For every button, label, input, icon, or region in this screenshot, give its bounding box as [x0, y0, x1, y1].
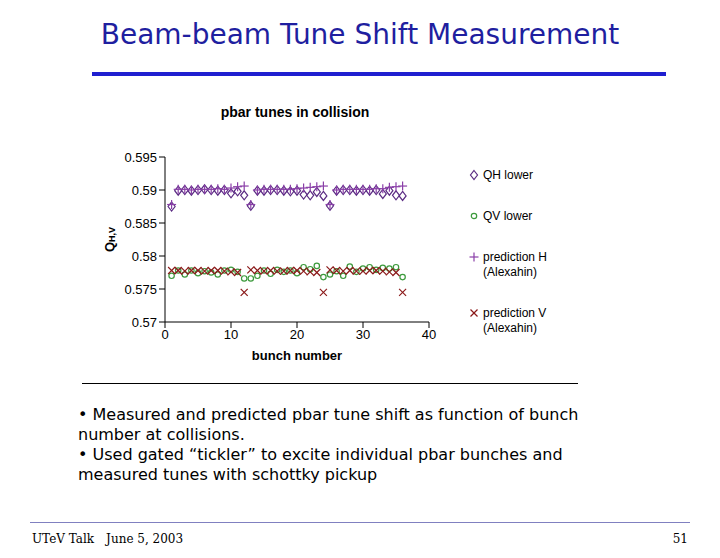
html-text:June 5, 2003: June 5, 2003	[106, 532, 184, 546]
html-text:prediction V (Alexahin): prediction V (Alexahin)	[483, 306, 547, 335]
svg-text:20: 20	[290, 327, 304, 342]
html-text:• Used gated “tickler” to exci: • Used gated “tickler” to excite individ…	[78, 445, 563, 484]
svg-text:30: 30	[356, 327, 370, 342]
html-text:Beam-beam Tune Shift Measureme: Beam-beam Tune Shift Measurement	[100, 18, 620, 51]
svg-text:10: 10	[224, 327, 238, 342]
html-text:prediction H (Alexahin): prediction H (Alexahin)	[483, 250, 547, 279]
svg-text:0.58: 0.58	[132, 249, 157, 264]
svg-text:0.575: 0.575	[124, 282, 157, 297]
html-text:pbar tunes in collision: pbar tunes in collision	[220, 104, 370, 120]
svg-text:0.585: 0.585	[124, 216, 157, 231]
html-text:QV lower: QV lower	[483, 209, 533, 223]
html-text:QH lower: QH lower	[483, 168, 533, 182]
html-text:51: 51	[672, 532, 688, 546]
svg-text:0: 0	[161, 327, 168, 342]
svg-text:0.595: 0.595	[124, 150, 157, 165]
svg-text:0.59: 0.59	[132, 183, 157, 198]
html-text:UTeV Talk: UTeV Talk	[32, 532, 95, 546]
svg-text:0.57: 0.57	[132, 315, 157, 330]
svg-text:QH,V: QH,V	[102, 227, 118, 252]
svg-text:40: 40	[422, 327, 436, 342]
svg-text:bunch number: bunch number	[252, 348, 342, 363]
html-text:• Measured and predicted pbar: • Measured and predicted pbar tune shift…	[78, 405, 579, 444]
